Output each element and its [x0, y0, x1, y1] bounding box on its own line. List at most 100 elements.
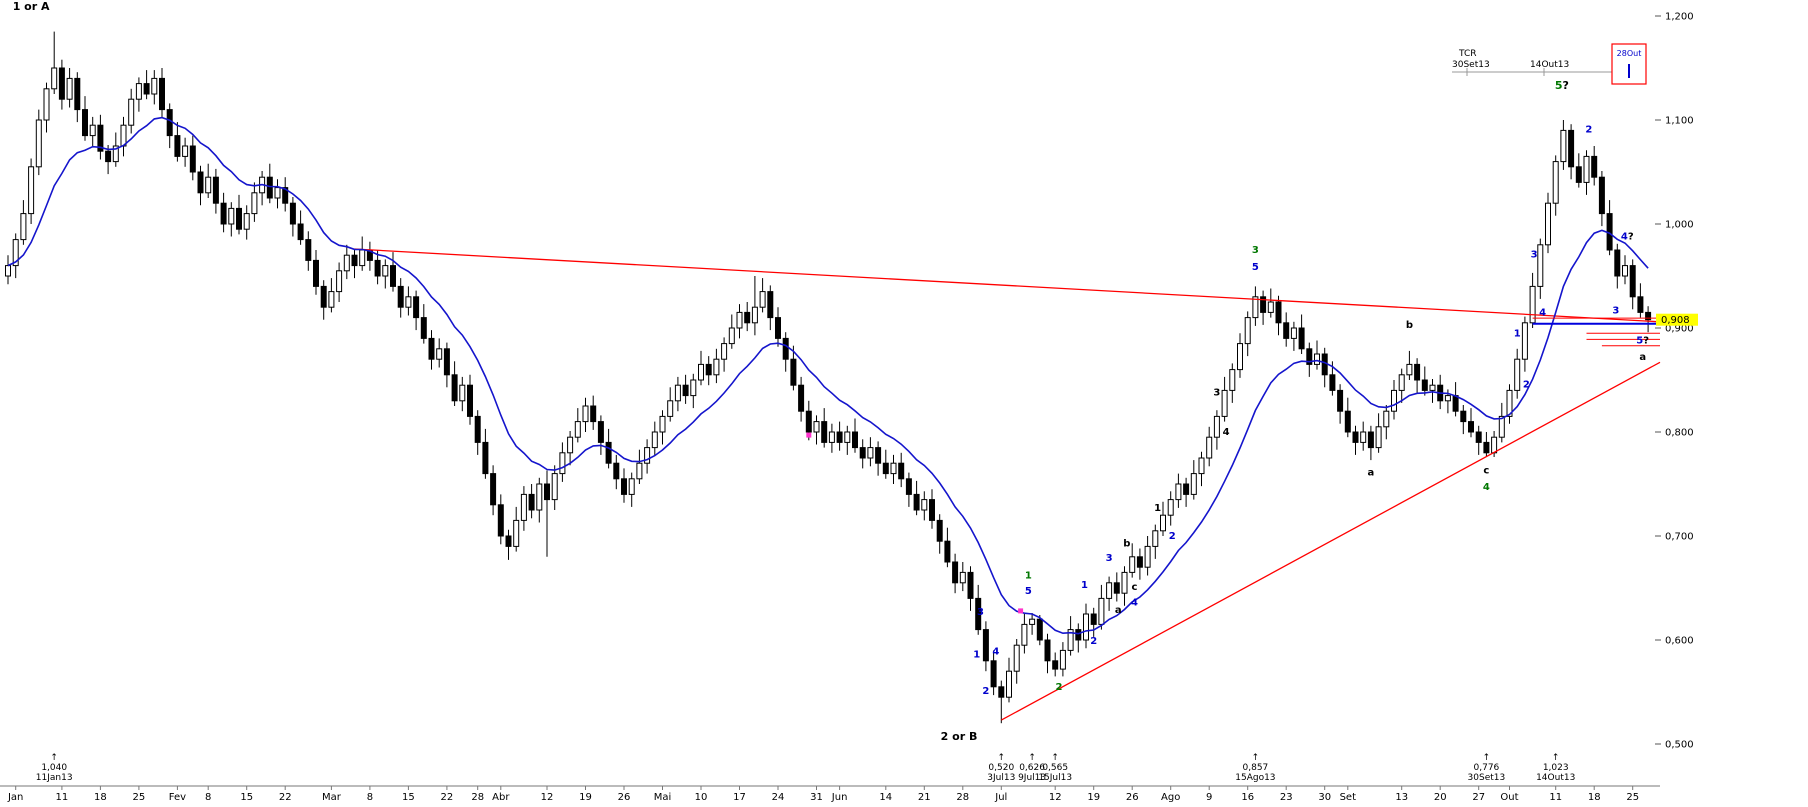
tcr-date: 14Out13 [1530, 60, 1569, 70]
time-axis-label: 10 [695, 792, 708, 803]
time-axis-label: Jun [831, 792, 848, 803]
time-axis-label: 24 [772, 792, 785, 803]
wave-label: 3 [977, 607, 984, 618]
price-axis-label: 0,600 [1665, 636, 1694, 647]
time-axis-label: Jul [994, 792, 1007, 803]
time-axis-label: 19 [579, 792, 592, 803]
wave-label: 4 [1223, 427, 1230, 438]
wave-label: 4? [1621, 232, 1634, 243]
wave-label: c [1483, 466, 1489, 477]
price-axis-label: 1,100 [1665, 116, 1694, 127]
wave-label: b [1406, 320, 1413, 331]
wave-label: 3 [1612, 305, 1619, 316]
wave-label: 2 [1056, 682, 1063, 693]
time-axis-label: 25 [1626, 792, 1639, 803]
projection-box [1611, 43, 1647, 85]
pivot-date: 30Set13 [1468, 773, 1506, 783]
magenta-marker [1018, 608, 1024, 614]
time-axis-label: 18 [94, 792, 107, 803]
time-axis-label: 12 [1049, 792, 1062, 803]
time-axis-label: 19 [1087, 792, 1100, 803]
wave-label: 1 [1025, 571, 1032, 582]
wave-label: 2 [1090, 636, 1097, 647]
price-axis[interactable]: 1,200 1,100 1,000 0,900 0,800 0,700 0,600 0,500… [1655, 12, 1698, 751]
time-axis-label: 11 [56, 792, 69, 803]
time-axis-label: 13 [1395, 792, 1408, 803]
time-axis-label: Mar [322, 792, 342, 803]
time-axis-label: 17 [733, 792, 746, 803]
pivot-value: 0,520 [988, 763, 1014, 773]
pivot-value: 0,565 [1042, 763, 1068, 773]
annotations-layer: ↑1,04011Jan13↑0,5203Jul13↑0,6269Jul13↑0,… [13, 0, 1650, 783]
pivot-value: 0,857 [1243, 763, 1269, 773]
time-axis-label: 31 [810, 792, 823, 803]
time-axis-label: 21 [918, 792, 931, 803]
time-axis-label: 18 [1588, 792, 1601, 803]
time-axis[interactable]: Jan 11 18 25 Fev 8 15 22 Mar 8 15 22 28 Abr 12 19 26 Mai 1… [0, 785, 1660, 803]
time-axis-label: 8 [205, 792, 211, 803]
time-axis-label: Abr [492, 792, 510, 803]
moving-average-line [7, 116, 1649, 635]
time-axis-label: 15 [402, 792, 415, 803]
wave-label: 1 [1514, 328, 1521, 339]
wave-label: 1 [1154, 503, 1161, 514]
wave-label: 5? [1636, 336, 1649, 347]
time-axis-label: 16 [1241, 792, 1254, 803]
wave-label: b [1123, 538, 1130, 549]
descending-resistance-line [354, 248, 1661, 323]
time-axis-label: 14 [879, 792, 892, 803]
pivot-arrow: ↑ [1552, 753, 1560, 763]
wave-label: 1 [973, 650, 980, 661]
time-axis-label: 9 [1206, 792, 1212, 803]
pivot-arrow: ↑ [1051, 753, 1059, 763]
pivot-date: 9Jul13 [1018, 773, 1046, 783]
price-axis-label: 0,900 [1665, 324, 1694, 335]
pivot-date: 15Jul13 [1038, 773, 1072, 783]
wave-label: c [1132, 582, 1138, 593]
wave-label: 5 [1025, 586, 1032, 597]
candles-layer [5, 31, 1652, 724]
time-axis-label: Jan [7, 792, 23, 803]
price-axis-label: 1,200 [1665, 12, 1694, 23]
time-axis-label: 11 [1549, 792, 1562, 803]
tcr-label: TCR [1458, 49, 1477, 59]
wave-label: 1 [1081, 580, 1088, 591]
wave-label: 4 [1131, 598, 1138, 609]
last-price-badge [1656, 313, 1698, 326]
price-axis-label: 1,000 [1665, 220, 1694, 231]
overlays-layer [7, 116, 1661, 721]
pivot-value: 1,023 [1543, 763, 1569, 773]
time-axis-label: 26 [618, 792, 631, 803]
time-axis-label: 28 [956, 792, 969, 803]
price-axis-label: 0,700 [1665, 532, 1694, 543]
time-axis-label: 12 [541, 792, 554, 803]
time-axis-label: 26 [1126, 792, 1139, 803]
pivot-value: 1,040 [41, 763, 67, 773]
wave-label: a [1639, 352, 1646, 363]
wave-label: 3 [1213, 388, 1220, 399]
pivot-value: 0,626 [1019, 763, 1045, 773]
time-axis-label: 8 [367, 792, 373, 803]
projection-date: 28Out [1617, 49, 1642, 58]
pivot-date: 11Jan13 [36, 773, 73, 783]
wave-label: a [1115, 605, 1122, 616]
wave-label: 4 [1483, 482, 1490, 493]
time-axis-label: 30 [1318, 792, 1331, 803]
pivot-arrow: ↑ [50, 753, 58, 763]
pivot-arrow: ↑ [998, 753, 1006, 763]
wave-label: 3 [1106, 553, 1113, 564]
pivot-value: 0,776 [1474, 763, 1500, 773]
last-price-label: 0,908 [1661, 315, 1690, 326]
pivot-date: 3Jul13 [987, 773, 1015, 783]
wave-label: 5 [1252, 262, 1259, 273]
wave-label: 2 [1523, 379, 1530, 390]
pivot-date: 15Ago13 [1235, 773, 1275, 783]
time-axis-label: 25 [133, 792, 146, 803]
time-axis-label: 23 [1280, 792, 1293, 803]
ascending-support-line [1000, 361, 1661, 721]
time-axis-label: 22 [279, 792, 292, 803]
wave-label: 1 or A [13, 0, 50, 13]
wave-label: 4 [1539, 308, 1546, 319]
wave-label: 2 [1169, 531, 1176, 542]
